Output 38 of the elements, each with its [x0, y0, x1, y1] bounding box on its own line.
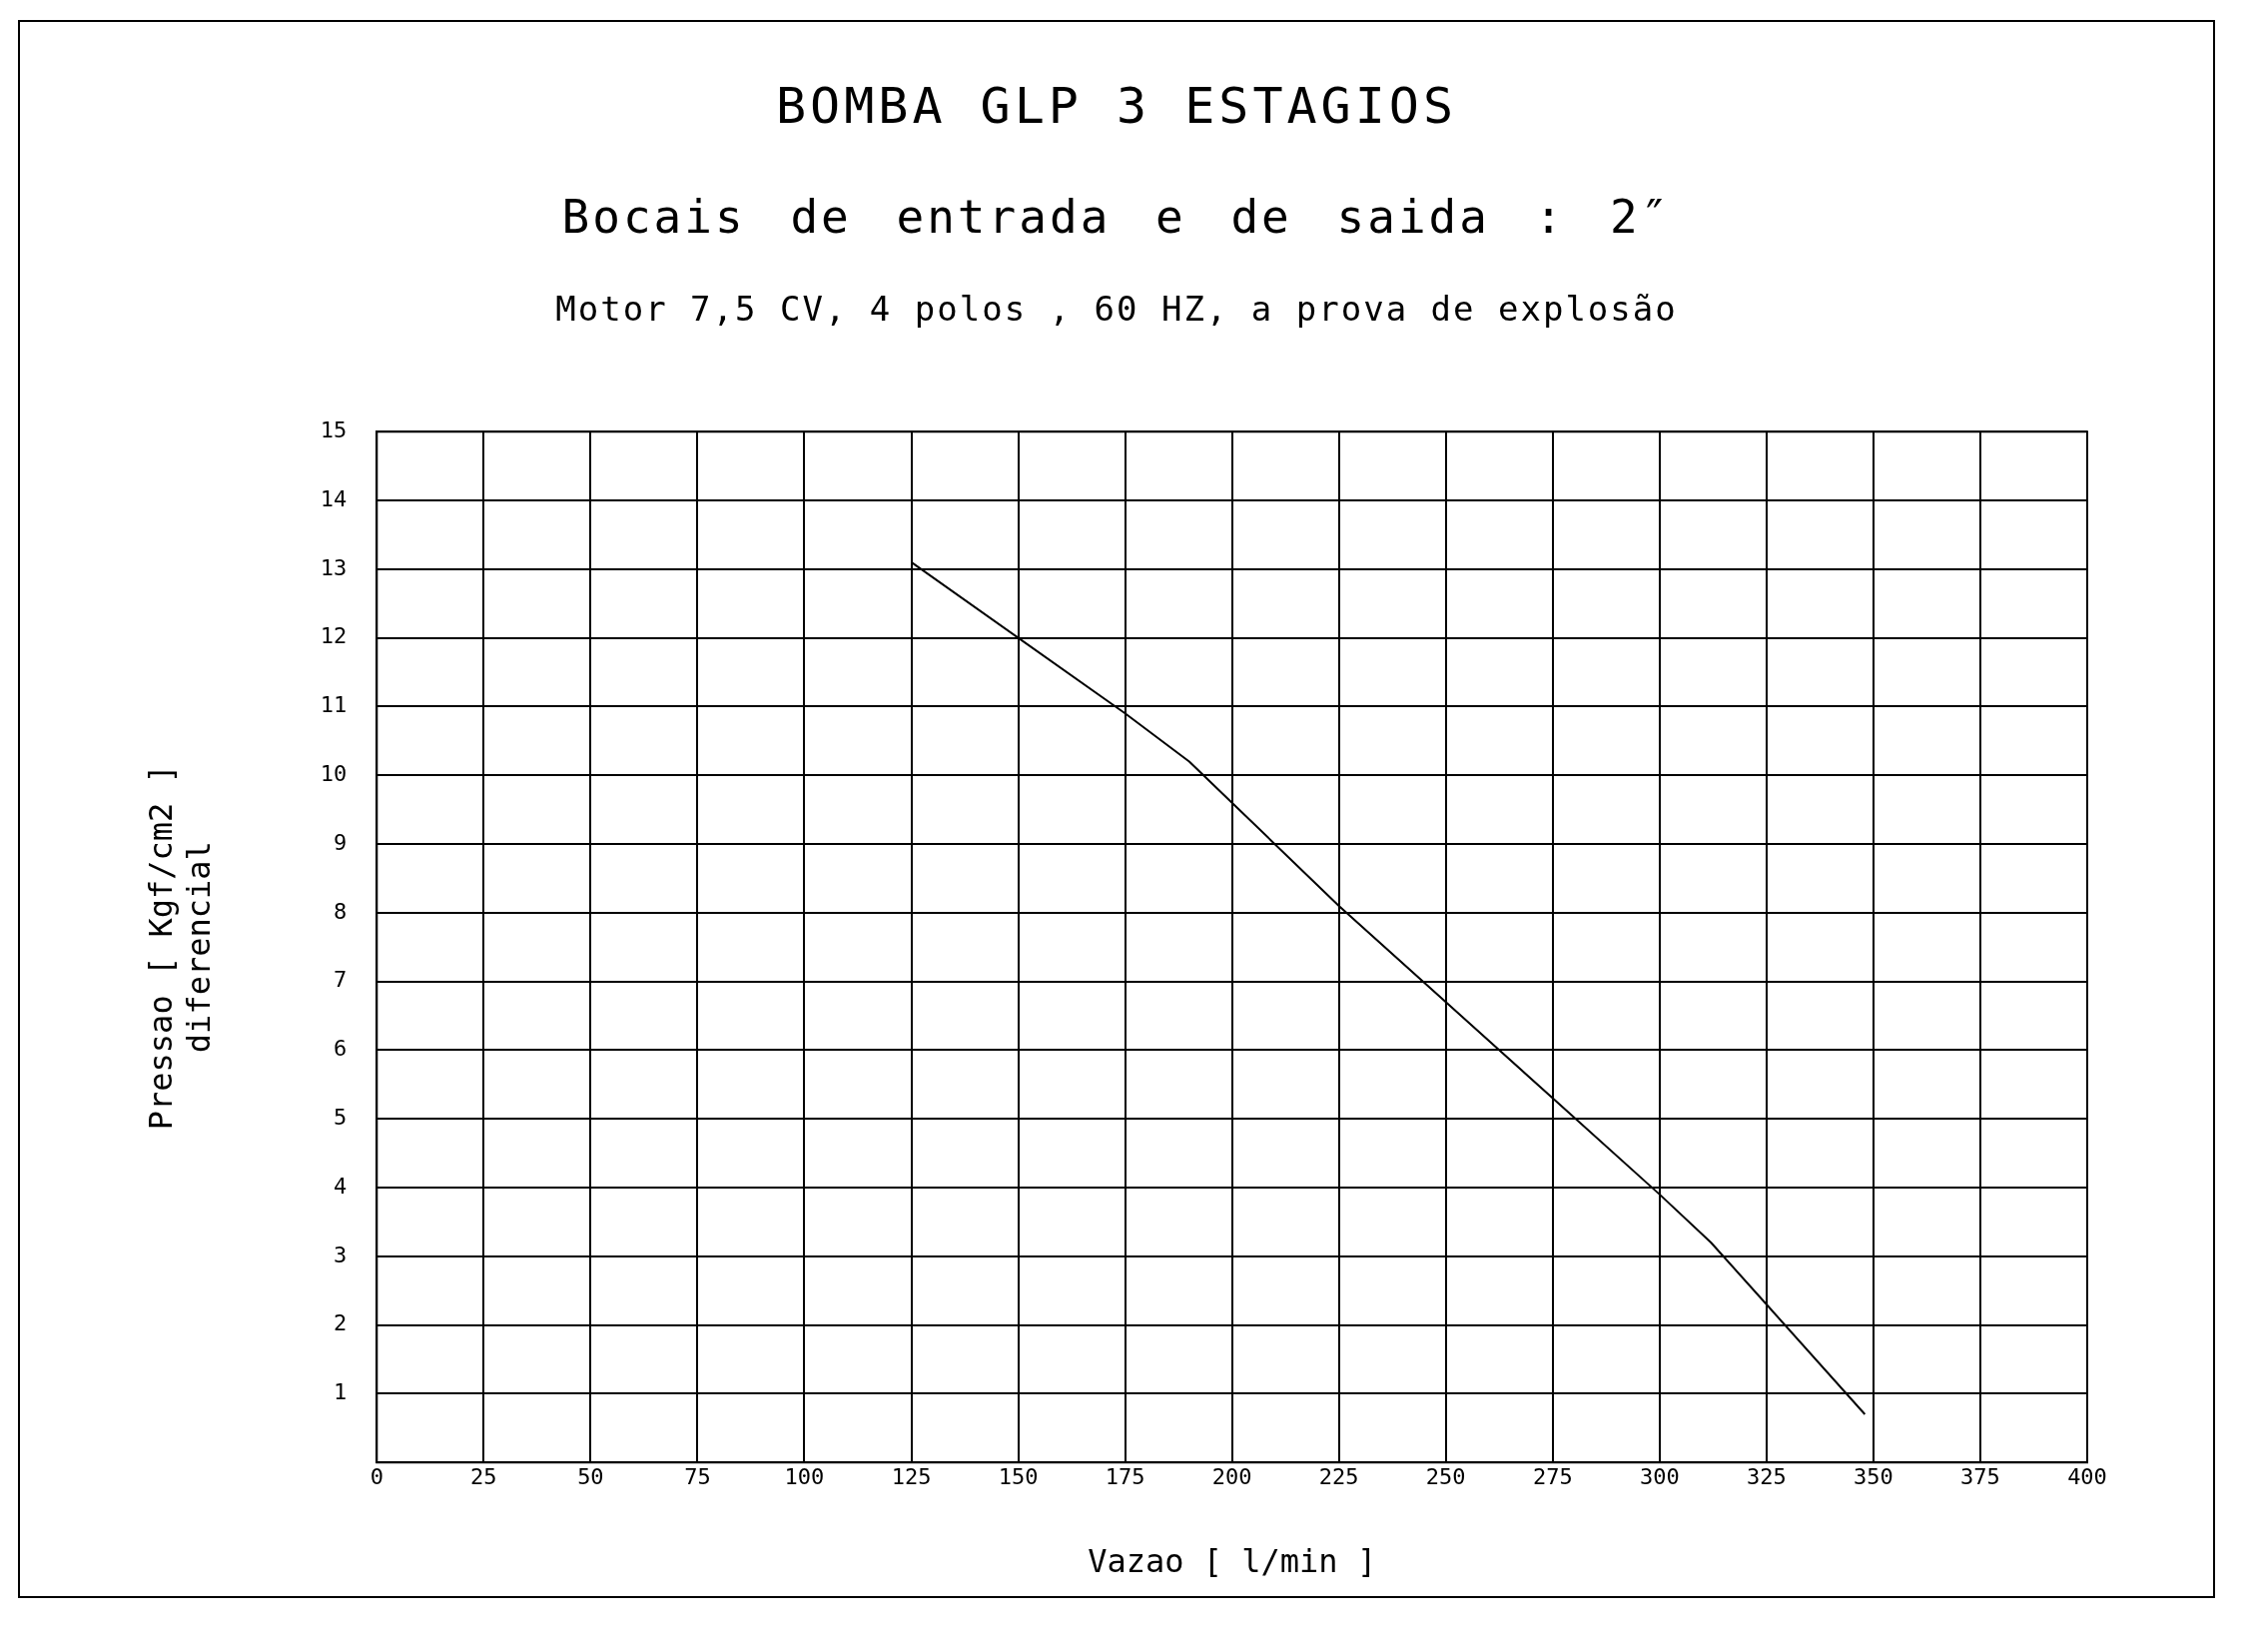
text: Pressao [ Kgf/cm2 ]	[141, 764, 180, 1131]
y-tick-label: 6	[334, 1036, 348, 1062]
x-tick-label: 175	[1105, 1464, 1145, 1490]
x-tick-label: 150	[998, 1464, 1039, 1490]
x-tick-label: 0	[370, 1464, 383, 1490]
x-tick-label: 350	[1854, 1464, 1893, 1490]
x-tick-label: 25	[470, 1464, 497, 1490]
chart-title: BOMBA GLP 3 ESTAGIOS	[774, 77, 1459, 135]
y-tick-label: 2	[334, 1310, 348, 1336]
y-tick-label: 10	[320, 760, 348, 786]
y-tick-label: 11	[320, 692, 348, 718]
x-tick-label: 200	[1211, 1464, 1252, 1490]
x-tick-label: 250	[1425, 1464, 1466, 1490]
x-tick-label: 375	[1960, 1464, 2000, 1490]
y-tick-label: 8	[334, 898, 348, 924]
text: Motor 7,5 CV, 4 polos , 60 HZ, a prova de explosão	[554, 289, 1679, 329]
x-tick-label: 275	[1532, 1464, 1573, 1490]
y-tick-label: 1	[334, 1379, 348, 1405]
y-tick-label: 12	[320, 623, 348, 649]
y-tick-label: 14	[320, 485, 348, 511]
text: diferencial	[179, 841, 218, 1054]
y-tick-label: 9	[334, 829, 348, 855]
x-axis-title: Vazao [ l/min ]	[1088, 1542, 1377, 1581]
x-tick-label: 225	[1318, 1464, 1359, 1490]
y-tick-label: 15	[320, 416, 348, 442]
x-tick-label: 75	[684, 1464, 711, 1490]
x-tick-label: 125	[891, 1464, 932, 1490]
y-tick-label: 3	[334, 1241, 348, 1267]
y-tick-label: 13	[320, 554, 348, 580]
x-tick-label: 400	[2067, 1464, 2107, 1490]
chart-subtitle: Bocais de entrada e de saida : 2″	[560, 190, 1673, 244]
x-tick-label: 325	[1746, 1464, 1787, 1490]
x-tick-label: 300	[1639, 1464, 1680, 1490]
y-tick-label: 7	[334, 967, 348, 993]
x-tick-label: 50	[577, 1464, 604, 1490]
y-tick-label: 5	[334, 1104, 348, 1130]
y-tick-label: 4	[334, 1173, 348, 1199]
x-tick-label: 100	[784, 1464, 825, 1490]
